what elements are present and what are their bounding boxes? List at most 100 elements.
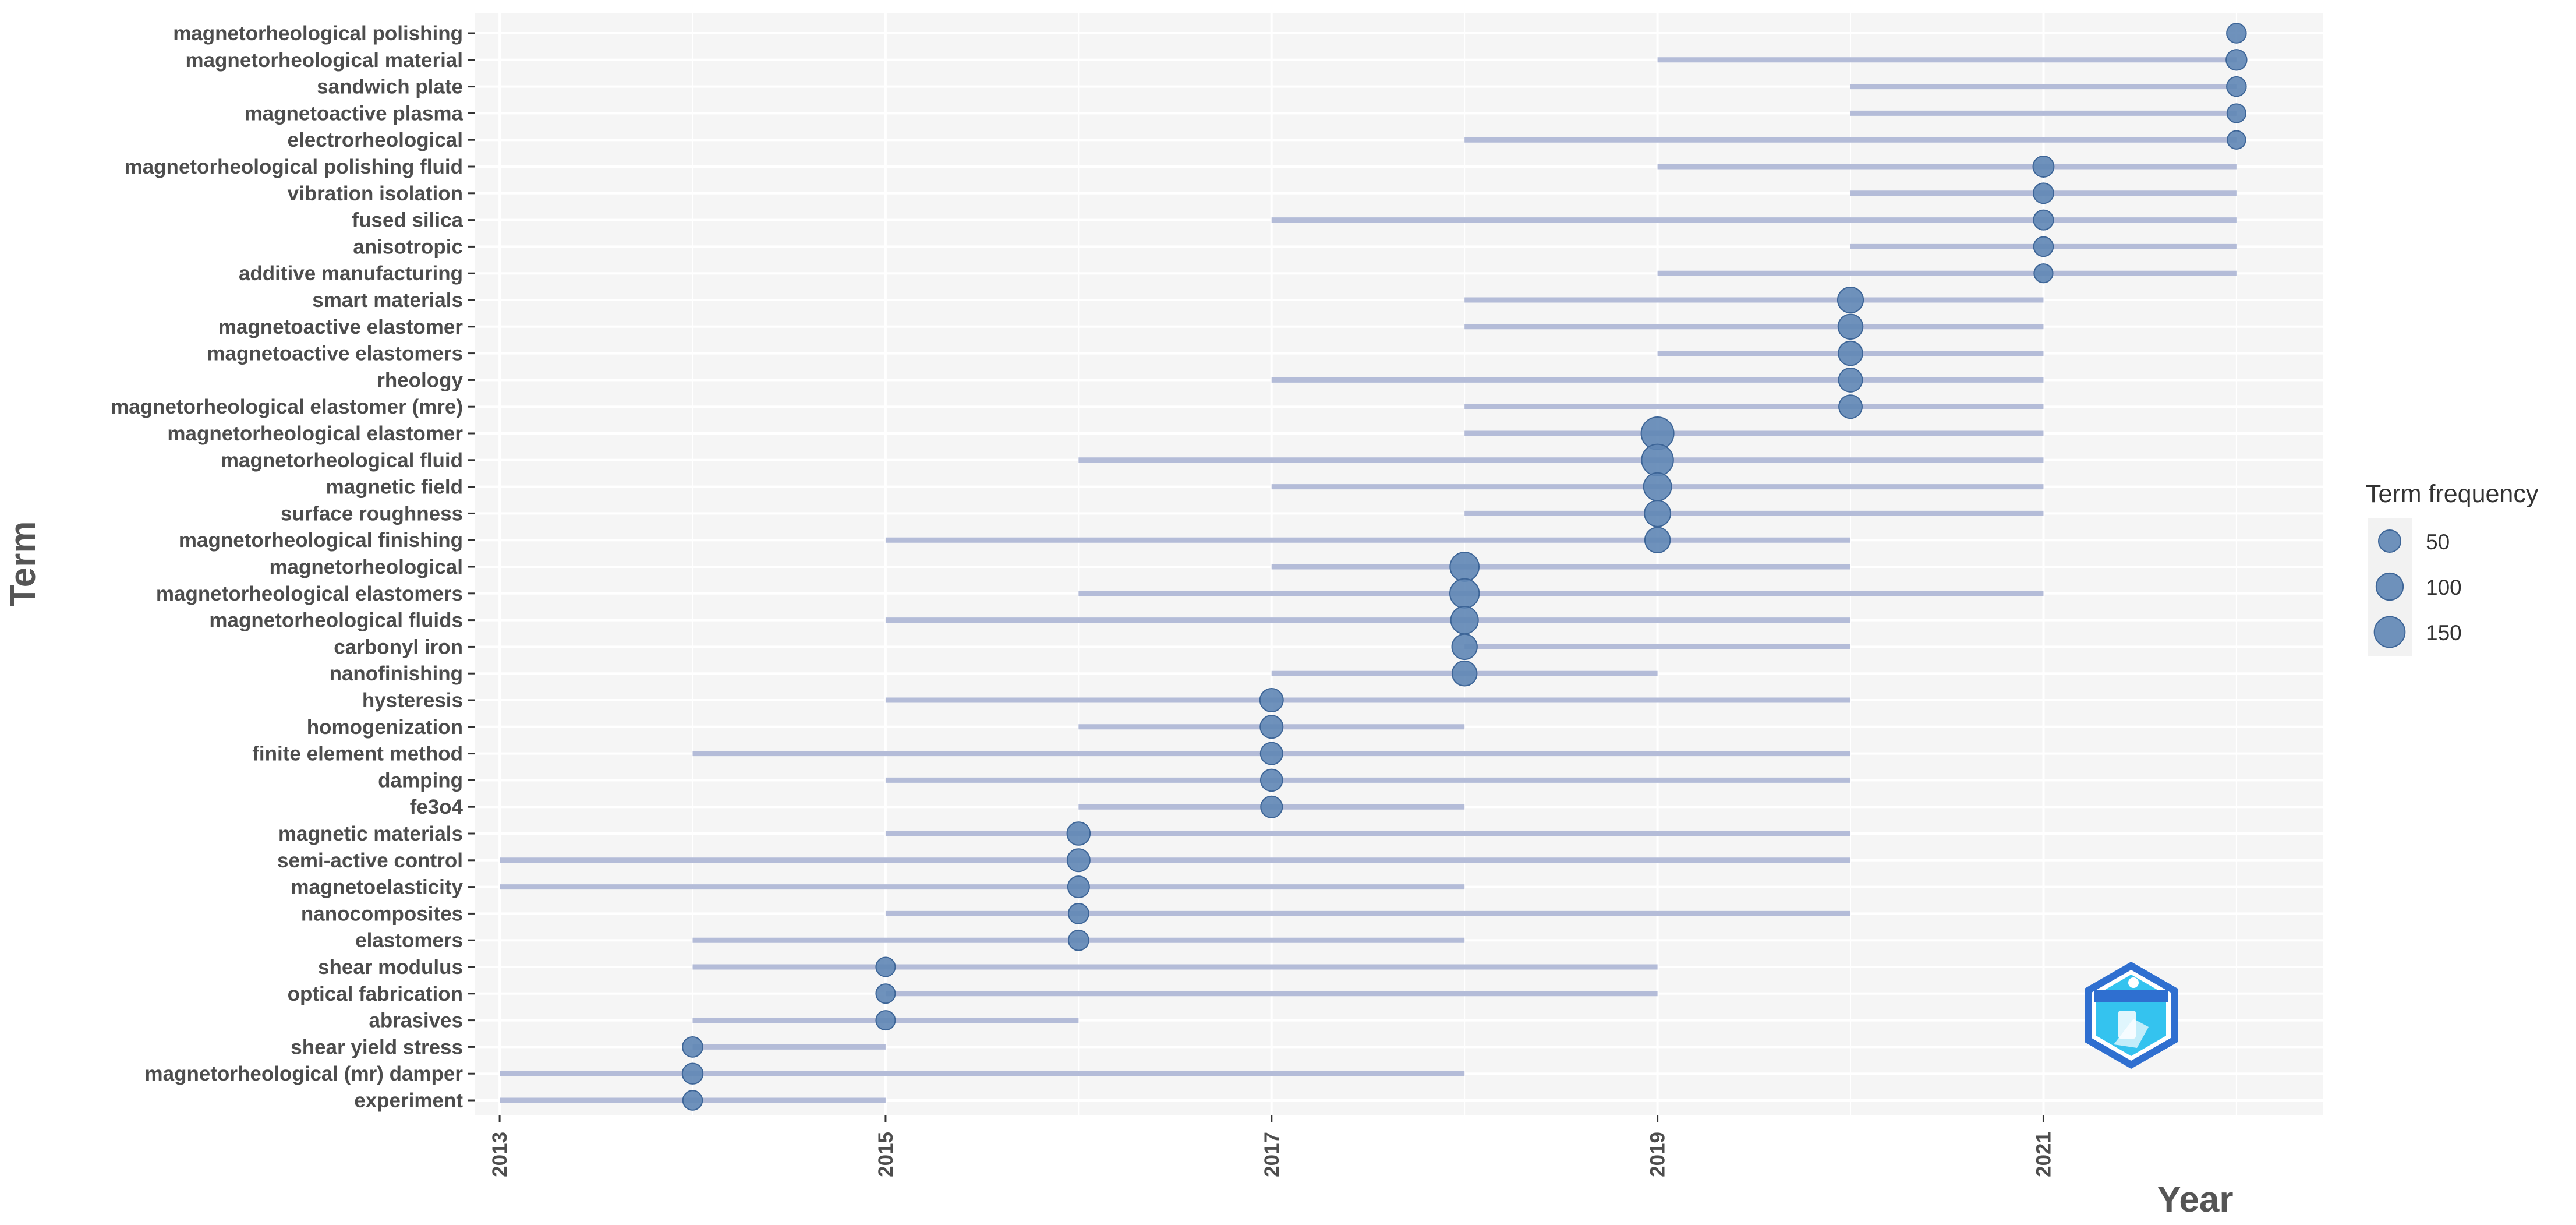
point-magnetorheological-material [2225, 49, 2248, 71]
term-label-fused-silica: fused silica [352, 209, 463, 232]
term-label-magnetoactive-plasma: magnetoactive plasma [245, 102, 463, 125]
term-label-experiment: experiment [354, 1089, 463, 1112]
point-homogenization [1259, 715, 1284, 739]
term-label-damping: damping [378, 769, 463, 792]
x-tick-label-2017: 2017 [1261, 1132, 1283, 1177]
term-label-magnetorheological-fluids: magnetorheological fluids [209, 609, 463, 632]
term-label-magnetorheological-elastomers: magnetorheological elastomers [156, 583, 463, 605]
point-smart-materials [1837, 286, 1864, 314]
term-label-magnetic-materials: magnetic materials [278, 822, 463, 845]
term-label-magnetorheological-finishing: magnetorheological finishing [179, 529, 463, 552]
term-label-optical-fabrication: optical fabrication [288, 983, 463, 1005]
term-label-magnetoelasticity: magnetoelasticity [291, 876, 463, 899]
term-label-hysteresis: hysteresis [362, 689, 463, 712]
point-magnetorheological-fluid [1641, 443, 1674, 476]
point-fused-silica [2033, 209, 2054, 231]
term-label-surface-roughness: surface roughness [281, 502, 463, 525]
point-magnetic-field [1643, 472, 1672, 502]
x-tick-label-2021: 2021 [2032, 1132, 2055, 1177]
term-label-magnetic-field: magnetic field [326, 476, 463, 499]
logo-banner [2094, 990, 2168, 1002]
term-label-magnetorheological-elastomer-mre: magnetorheological elastomer (mre) [111, 396, 463, 418]
term-label-additive-manufacturing: additive manufacturing [239, 262, 463, 285]
point-nanofinishing [1451, 660, 1478, 687]
point-magnetorheological-mr-damper [681, 1062, 704, 1085]
point-magnetoelasticity [1067, 875, 1090, 899]
legend: Term frequency 50 100 150 [2366, 480, 2539, 656]
term-label-shear-modulus: shear modulus [318, 956, 463, 979]
legend-key-50 [2377, 529, 2402, 553]
legend-title: Term frequency [2366, 480, 2539, 508]
term-label-nanofinishing: nanofinishing [330, 662, 463, 685]
point-sandwich-plate [2226, 76, 2247, 97]
term-points [681, 23, 2248, 1111]
x-tick-label-2015: 2015 [875, 1132, 897, 1177]
point-magnetoactive-elastomer [1837, 313, 1864, 340]
point-additive-manufacturing [2033, 263, 2054, 284]
x-axis-title: Year [2157, 1180, 2233, 1220]
point-magnetic-materials [1066, 821, 1091, 846]
logo-figure-icon [2114, 1019, 2149, 1048]
term-label-magnetoactive-elastomer: magnetoactive elastomer [218, 316, 463, 338]
term-label-vibration-isolation: vibration isolation [288, 182, 463, 205]
point-vibration-isolation [2033, 182, 2054, 204]
point-magnetoactive-elastomers [1838, 340, 1863, 366]
point-finite-element-method [1259, 742, 1283, 765]
term-label-homogenization: homogenization [307, 716, 463, 739]
bibliometrix-logo [2085, 962, 2178, 1069]
point-magnetorheological-finishing [1644, 527, 1671, 553]
term-label-carbonyl-iron: carbonyl iron [334, 636, 463, 658]
point-elastomers [1067, 929, 1089, 951]
point-magnetorheological-polishing-fluid [2032, 156, 2055, 178]
point-magnetorheological-polishing [2226, 23, 2247, 44]
term-label-magnetorheological: magnetorheological [269, 556, 463, 578]
point-magnetorheological [1449, 552, 1480, 582]
term-label-magnetorheological-material: magnetorheological material [185, 49, 463, 72]
point-shear-modulus [875, 956, 896, 977]
term-label-magnetorheological-mr-damper: magnetorheological (mr) damper [145, 1062, 463, 1085]
term-label-sandwich-plate: sandwich plate [317, 76, 463, 98]
point-fe3o4 [1260, 795, 1283, 818]
point-anisotropic [2033, 236, 2054, 257]
term-label-smart-materials: smart materials [312, 289, 463, 312]
term-label-magnetorheological-polishing-fluid: magnetorheological polishing fluid [125, 156, 463, 178]
legend-label-150: 150 [2426, 621, 2462, 645]
term-label-semi-active-control: semi-active control [277, 849, 463, 872]
point-carbonyl-iron [1451, 633, 1478, 661]
legend-key-150 [2373, 616, 2406, 648]
legend-label-100: 100 [2426, 576, 2462, 599]
point-rheology [1838, 367, 1863, 393]
point-shear-yield-stress [682, 1036, 703, 1058]
x-tick-label-2013: 2013 [489, 1132, 511, 1177]
x-axis-ticks: 2013 2015 2017 2019 2021 [489, 1115, 2055, 1177]
point-magnetoactive-plasma [2226, 103, 2246, 123]
term-label-abrasives: abrasives [369, 1009, 463, 1032]
point-semi-active-control [1066, 848, 1091, 873]
term-label-anisotropic: anisotropic [353, 235, 463, 258]
point-hysteresis [1259, 688, 1284, 712]
term-label-electrorheological: electrorheological [288, 129, 463, 151]
point-magnetorheological-elastomer-mre [1838, 394, 1863, 419]
point-magnetorheological-fluids [1450, 606, 1479, 635]
point-magnetorheological-elastomers [1449, 578, 1480, 609]
term-label-magnetoactive-elastomers: magnetoactive elastomers [207, 343, 463, 365]
point-surface-roughness [1644, 499, 1672, 527]
term-label-rheology: rheology [377, 369, 463, 391]
term-label-finite-element-method: finite element method [252, 743, 463, 765]
term-label-fe3o4: fe3o4 [410, 796, 463, 818]
term-label-nanocomposites: nanocomposites [301, 902, 463, 925]
term-label-elastomers: elastomers [355, 929, 463, 952]
point-abrasives [875, 1010, 896, 1031]
point-damping [1259, 768, 1283, 792]
point-optical-fabrication [875, 983, 896, 1004]
logo-head-icon [2128, 977, 2139, 988]
y-axis-term-labels: magnetorheological polishing magnetorheol… [111, 22, 475, 1112]
x-tick-label-2019: 2019 [1647, 1132, 1669, 1177]
point-experiment [682, 1090, 703, 1111]
term-label-shear-yield-stress: shear yield stress [291, 1036, 463, 1058]
legend-key-100 [2375, 572, 2404, 601]
legend-label-50: 50 [2426, 530, 2450, 554]
point-electrorheological [2227, 130, 2246, 150]
y-axis-title: Term [3, 521, 43, 606]
